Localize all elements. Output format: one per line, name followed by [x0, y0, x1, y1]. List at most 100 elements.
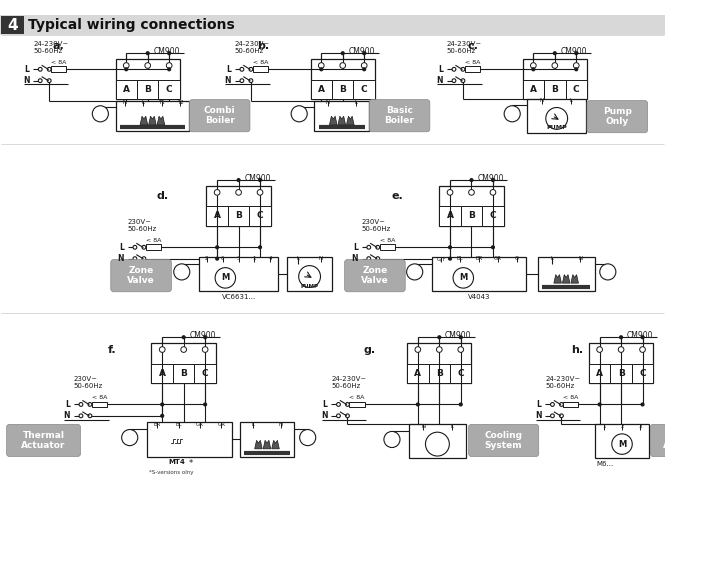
Circle shape — [469, 190, 475, 195]
Bar — [407, 343, 472, 382]
Bar — [1, 16, 24, 34]
Circle shape — [121, 430, 138, 446]
Text: VC6631...: VC6631... — [221, 294, 256, 300]
Text: Zone
Valve: Zone Valve — [361, 266, 389, 285]
FancyBboxPatch shape — [6, 425, 81, 457]
Bar — [589, 343, 654, 382]
Bar — [194, 363, 216, 382]
Bar — [522, 59, 587, 98]
Text: T1: T1 — [158, 100, 165, 105]
Text: G/Y: G/Y — [437, 256, 446, 262]
Circle shape — [79, 403, 83, 406]
Text: 2: 2 — [621, 424, 624, 429]
Circle shape — [458, 347, 463, 353]
Circle shape — [416, 403, 420, 407]
Circle shape — [167, 51, 171, 55]
Circle shape — [362, 51, 366, 55]
Text: g.: g. — [363, 345, 376, 355]
Text: 6: 6 — [221, 256, 225, 262]
Text: GR: GR — [218, 422, 225, 427]
Circle shape — [181, 347, 187, 353]
Text: V4043: V4043 — [468, 294, 490, 300]
Text: L: L — [65, 400, 70, 409]
Text: 3: 3 — [639, 424, 642, 429]
Circle shape — [92, 106, 108, 122]
Circle shape — [258, 245, 262, 249]
Text: N: N — [535, 411, 541, 420]
Text: N: N — [540, 98, 544, 103]
Circle shape — [448, 256, 452, 261]
Circle shape — [203, 335, 207, 339]
Circle shape — [202, 347, 208, 353]
Text: N: N — [421, 424, 425, 429]
FancyBboxPatch shape — [651, 425, 702, 457]
Text: GR: GR — [196, 422, 204, 427]
Circle shape — [39, 79, 42, 82]
Circle shape — [448, 245, 452, 249]
Circle shape — [559, 414, 563, 418]
Circle shape — [384, 431, 400, 448]
Text: MT4: MT4 — [168, 460, 185, 465]
Polygon shape — [562, 275, 570, 283]
Text: T2: T2 — [177, 100, 183, 105]
Text: L: L — [323, 400, 328, 409]
Bar — [527, 98, 586, 132]
Circle shape — [574, 67, 578, 71]
Circle shape — [597, 403, 602, 407]
Circle shape — [453, 268, 474, 288]
Circle shape — [214, 190, 220, 195]
Polygon shape — [272, 440, 279, 449]
Text: CM900: CM900 — [477, 174, 503, 183]
FancyBboxPatch shape — [369, 100, 430, 132]
Text: 2: 2 — [205, 256, 208, 262]
Text: CM900: CM900 — [348, 47, 375, 56]
Text: C: C — [640, 369, 646, 378]
Bar — [92, 401, 107, 407]
Circle shape — [552, 63, 557, 69]
Text: A: A — [123, 85, 130, 94]
Text: CM900: CM900 — [627, 331, 654, 340]
Circle shape — [249, 67, 253, 71]
Circle shape — [145, 63, 150, 69]
Polygon shape — [329, 116, 337, 125]
Polygon shape — [571, 275, 578, 283]
Bar — [199, 257, 279, 291]
Text: < 8A: < 8A — [350, 395, 365, 400]
Circle shape — [452, 79, 456, 82]
Text: < 8A: < 8A — [465, 59, 480, 65]
Circle shape — [345, 403, 350, 406]
Text: f.: f. — [107, 345, 116, 355]
Circle shape — [319, 67, 324, 71]
Bar — [566, 79, 587, 98]
Bar — [116, 101, 190, 131]
Bar — [116, 59, 180, 98]
Text: N: N — [352, 254, 358, 263]
Circle shape — [415, 347, 420, 353]
Bar — [439, 206, 461, 226]
Text: L: L — [119, 243, 124, 252]
Text: N: N — [123, 100, 127, 105]
Polygon shape — [338, 116, 345, 125]
Circle shape — [237, 178, 241, 182]
Bar — [332, 79, 354, 98]
Bar — [409, 425, 466, 458]
Text: N: N — [64, 411, 70, 420]
FancyBboxPatch shape — [469, 425, 538, 457]
FancyBboxPatch shape — [587, 101, 647, 132]
Text: e.: e. — [392, 191, 404, 202]
Polygon shape — [263, 440, 271, 449]
Text: N: N — [321, 411, 328, 420]
Text: L: L — [353, 243, 358, 252]
Circle shape — [88, 403, 92, 406]
Bar — [287, 257, 332, 291]
Text: < 8A: < 8A — [51, 59, 67, 65]
Text: N: N — [117, 254, 124, 263]
Circle shape — [452, 67, 456, 71]
Bar — [116, 79, 137, 98]
Text: d.: d. — [157, 191, 169, 202]
Circle shape — [39, 67, 42, 71]
Text: 24-230V~
50-60Hz: 24-230V~ 50-60Hz — [447, 41, 482, 54]
Text: A: A — [213, 211, 220, 221]
Text: N: N — [319, 256, 323, 262]
Circle shape — [550, 403, 555, 406]
